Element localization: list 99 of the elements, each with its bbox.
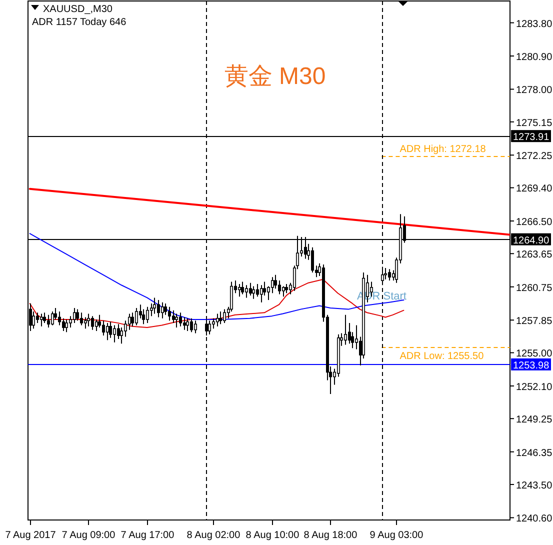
candlestick <box>98 314 101 328</box>
candlestick <box>172 310 175 324</box>
y-tick-label: 1257.85 <box>516 316 553 328</box>
candlestick <box>73 308 76 324</box>
candlestick <box>157 300 160 318</box>
candlestick <box>106 322 109 341</box>
candlestick <box>245 284 248 298</box>
candlestick <box>76 308 79 322</box>
candlestick <box>84 316 87 330</box>
candlestick <box>128 313 131 330</box>
candlestick <box>36 312 39 324</box>
x-tick-label: 7 Aug 09:00 <box>62 530 116 541</box>
line-series <box>29 278 404 328</box>
candlestick <box>135 308 138 326</box>
candlestick <box>223 308 226 324</box>
y-tick-label: 1263.65 <box>516 250 553 261</box>
candlestick <box>278 280 281 295</box>
candlestick <box>142 308 145 325</box>
ref-line-label: 1264.90 <box>513 235 550 246</box>
ref-line-label: ADR High: 1272.18 <box>400 144 486 155</box>
y-tick-label: 1269.40 <box>516 184 553 195</box>
y-tick-label: 1243.50 <box>516 480 553 492</box>
candlestick <box>260 284 263 303</box>
text: 黄金 M30 <box>224 63 326 90</box>
y-tick-label: 1260.75 <box>516 282 553 294</box>
candlestick <box>274 274 277 290</box>
candlestick <box>51 310 54 326</box>
y-tick-label: 1283.80 <box>516 18 553 30</box>
candlestick <box>168 306 171 322</box>
candlestick <box>252 286 255 300</box>
annotation: ADR 1157 Today 646 <box>32 17 127 28</box>
y-tick-label: 1252.10 <box>516 382 553 393</box>
candlestick <box>87 313 90 327</box>
candlestick <box>113 324 116 343</box>
x-tick-label: 8 Aug 10:00 <box>246 530 300 541</box>
candlestick <box>58 310 61 326</box>
x-tick-label: 8 Aug 02:00 <box>186 530 241 541</box>
candlestick <box>212 318 215 330</box>
candlestick <box>256 283 259 298</box>
y-tick-label: 1240.60 <box>516 514 553 525</box>
y-tick-label: 1280.90 <box>516 52 553 63</box>
candlestick <box>32 310 35 330</box>
candlestick <box>102 320 105 336</box>
candlestick <box>263 281 266 296</box>
candlestick <box>381 266 384 286</box>
x-tick-label: 9 Aug 03:00 <box>370 530 424 541</box>
candlestick <box>124 320 127 338</box>
candlestick <box>285 283 288 294</box>
candlestick <box>47 314 50 328</box>
candlestick <box>344 314 347 346</box>
ref-line-label: 1273.91 <box>513 132 550 144</box>
candlestick <box>43 312 46 324</box>
candlestick <box>219 310 222 325</box>
candlestick <box>271 276 274 294</box>
annotation: XAUUSD_,M30 <box>43 4 113 15</box>
candlestick <box>175 313 178 328</box>
line-series <box>29 233 404 320</box>
candlestick <box>208 320 211 335</box>
candlestick <box>120 327 123 344</box>
candlestick <box>249 282 252 296</box>
candlestick <box>146 306 149 324</box>
y-tick-label: 1278.00 <box>516 85 553 96</box>
candlestick <box>95 319 98 332</box>
y-tick-label: 1246.35 <box>516 448 553 459</box>
y-tick-label: 1249.25 <box>516 414 553 426</box>
x-tick-label: 7 Aug 2017 <box>5 530 56 541</box>
candlestick <box>54 308 57 320</box>
candlestick <box>80 312 83 326</box>
candlestick <box>186 318 189 332</box>
y-tick-label: 1255.00 <box>516 348 553 360</box>
candlestick <box>311 246 314 274</box>
candlestick <box>40 313 43 327</box>
candlestick <box>65 319 68 333</box>
candlestick <box>241 281 244 295</box>
candlestick <box>388 268 391 282</box>
candlestick <box>91 316 94 330</box>
candlestick <box>131 312 134 327</box>
candlestick <box>117 324 120 340</box>
candlestick <box>161 302 164 319</box>
candlestick <box>164 302 167 316</box>
candlestick <box>179 312 182 327</box>
y-tick-label: 1272.25 <box>516 151 553 162</box>
x-tick-label: 7 Aug 17:00 <box>120 530 175 541</box>
candlestick <box>183 316 186 330</box>
x-tick-label: 8 Aug 18:00 <box>304 530 358 541</box>
candlestick <box>109 321 112 338</box>
ref-line-label: 1253.98 <box>513 360 550 372</box>
candlestick <box>62 318 65 332</box>
candlestick <box>216 313 219 327</box>
candlestick <box>348 322 351 344</box>
candlestick <box>282 286 285 298</box>
candlestick <box>69 316 72 328</box>
candlestick <box>153 297 156 314</box>
ref-line-label: ADR Low: 1255.50 <box>400 351 484 362</box>
candlestick <box>190 318 193 333</box>
candlestick <box>194 320 197 334</box>
y-tick-label: 1275.15 <box>516 118 553 129</box>
candlestick <box>238 283 241 298</box>
y-tick-label: 1266.50 <box>516 216 553 228</box>
